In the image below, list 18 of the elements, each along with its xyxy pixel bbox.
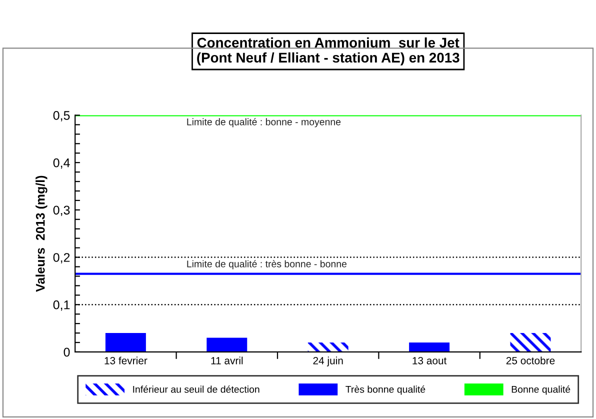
x-tick-label: 11 avril [211, 356, 243, 364]
y-tick-label: 0,1 [53, 300, 70, 311]
y-tick-label: 0,5 [53, 111, 70, 122]
x-tick-label: 25 octobre [506, 356, 555, 364]
y-tick-label: 0,2 [53, 253, 70, 264]
x-tick-label: 13 aout [412, 356, 447, 364]
chart-title: Concentration en Ammonium sur le Jet (Pont Neuf / Elliant - station AE) en 2013 [197, 37, 460, 66]
x-tick-label: 24 juin [313, 356, 343, 366]
y-axis-title: Valeurs 2013 (mg/l) [36, 176, 48, 292]
legend-label: Bonne qualité [512, 386, 570, 395]
ref-line-label: Limite de qualité : bonne - moyenne [187, 118, 341, 128]
ref-line-label: Limite de qualité : très bonne - bonne [187, 260, 347, 270]
y-tick-label: 0,4 [53, 158, 70, 169]
legend-label: Très bonne qualité [346, 386, 426, 395]
x-tick-label: 13 fevrier [104, 356, 148, 364]
y-tick-label: 0 [64, 348, 70, 357]
legend-label: Inférieur au seuil de détection [133, 386, 260, 393]
y-tick-label: 0,3 [53, 206, 70, 216]
